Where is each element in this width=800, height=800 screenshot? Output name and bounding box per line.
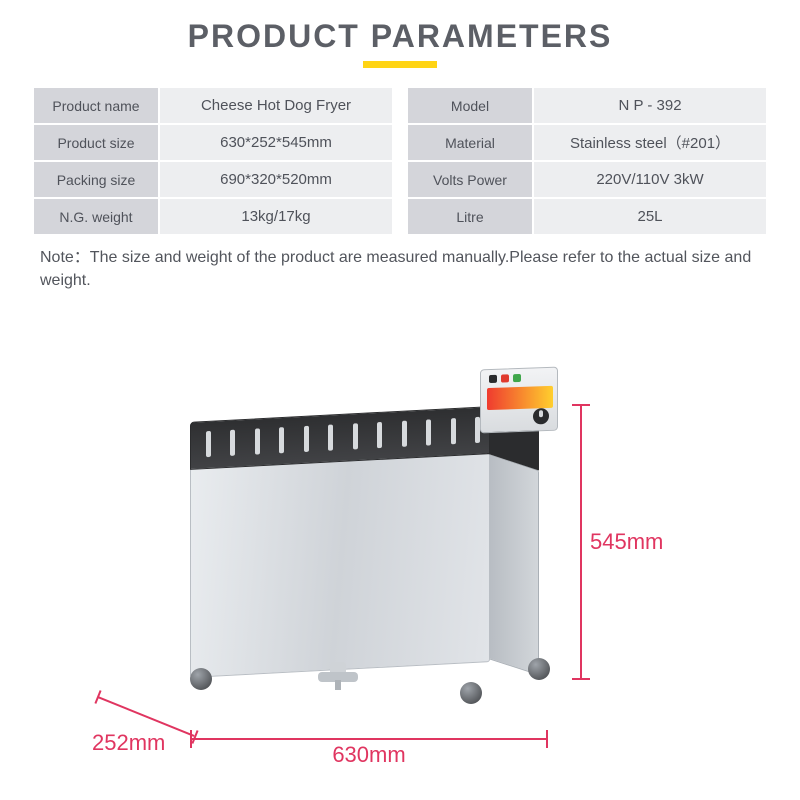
title-underline xyxy=(363,61,437,68)
product-illustration: 630mm 252mm 545mm xyxy=(0,320,800,800)
page-title: PRODUCT PARAMETERS xyxy=(188,18,613,55)
table-row: Product size 630*252*545mm xyxy=(34,125,392,160)
spec-value: 690*320*520mm xyxy=(160,162,392,197)
spec-value: N P - 392 xyxy=(534,88,766,123)
spec-tables: Product name Cheese Hot Dog Fryer Produc… xyxy=(0,68,800,236)
dimension-height: 545mm xyxy=(566,404,626,680)
spec-table-right: Model N P - 392 Material Stainless steel… xyxy=(406,86,768,236)
spec-label: Product size xyxy=(34,125,158,160)
table-row: Material Stainless steel（#201） xyxy=(408,125,766,160)
panel-buttons-icon xyxy=(489,374,521,383)
spec-label: Material xyxy=(408,125,532,160)
table-row: Packing size 690*320*520mm xyxy=(34,162,392,197)
spec-value: 13kg/17kg xyxy=(160,199,392,234)
spec-label: Volts Power xyxy=(408,162,532,197)
spec-label: Packing size xyxy=(34,162,158,197)
note-text: Note：The size and weight of the product … xyxy=(0,236,800,292)
spec-value: 25L xyxy=(534,199,766,234)
drain-valve-icon xyxy=(318,662,358,688)
dimension-height-label: 545mm xyxy=(590,529,663,555)
dimension-width: 630mm xyxy=(190,722,548,756)
table-row: Litre 25L xyxy=(408,199,766,234)
dimension-depth: 252mm xyxy=(98,696,202,754)
table-row: Product name Cheese Hot Dog Fryer xyxy=(34,88,392,123)
temperature-knob-icon xyxy=(533,408,549,425)
fryer-drawing xyxy=(150,370,550,710)
dimension-width-label: 630mm xyxy=(332,742,405,768)
spec-label: Product name xyxy=(34,88,158,123)
spec-value: Cheese Hot Dog Fryer xyxy=(160,88,392,123)
fryer-foot xyxy=(528,658,550,680)
dimension-depth-label: 252mm xyxy=(92,730,165,756)
table-row: N.G. weight 13kg/17kg xyxy=(34,199,392,234)
fryer-front xyxy=(190,452,490,678)
header: PRODUCT PARAMETERS xyxy=(0,0,800,68)
fryer-foot xyxy=(190,668,212,690)
table-row: Volts Power 220V/110V 3kW xyxy=(408,162,766,197)
spec-table-left: Product name Cheese Hot Dog Fryer Produc… xyxy=(32,86,394,236)
spec-label: Litre xyxy=(408,199,532,234)
panel-strip xyxy=(487,386,553,410)
control-panel xyxy=(480,367,558,434)
spec-label: Model xyxy=(408,88,532,123)
spec-value: 630*252*545mm xyxy=(160,125,392,160)
fryer-foot xyxy=(460,682,482,704)
spec-label: N.G. weight xyxy=(34,199,158,234)
fryer-side xyxy=(487,454,539,676)
table-row: Model N P - 392 xyxy=(408,88,766,123)
spec-value: 220V/110V 3kW xyxy=(534,162,766,197)
spec-value: Stainless steel（#201） xyxy=(534,125,766,160)
